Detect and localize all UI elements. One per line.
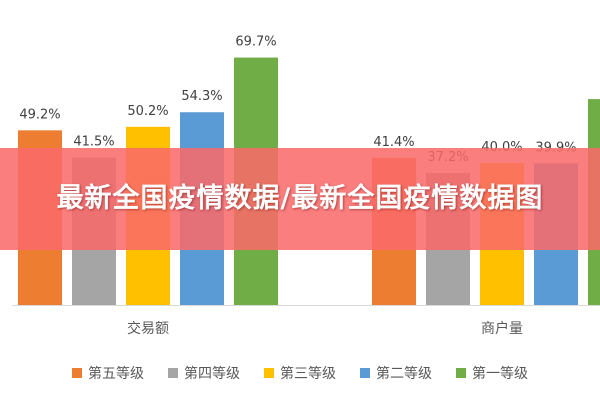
page-title: 最新全国疫情数据/最新全国疫情数据图: [56, 183, 544, 214]
data-label-1-4: 54.3%: [181, 89, 222, 104]
x-tick-label-2: 商户量: [481, 320, 523, 337]
data-label-1-1: 49.2%: [19, 107, 60, 122]
legend-swatch: [360, 368, 370, 378]
legend-label: 第二等级: [376, 366, 432, 382]
legend-label: 第一等级: [472, 366, 528, 382]
legend-item-1: 第五等级: [72, 363, 144, 383]
legend-swatch: [264, 368, 274, 378]
legend-item-3: 第三等级: [264, 363, 336, 383]
data-label-1-2: 41.5%: [73, 135, 114, 150]
legend-item-4: 第二等级: [360, 363, 432, 383]
data-label-1-3: 50.2%: [127, 104, 168, 119]
legend-swatch: [168, 368, 178, 378]
legend-swatch: [72, 368, 82, 378]
legend-item-5: 第一等级: [456, 363, 528, 383]
legend-label: 第四等级: [184, 366, 240, 382]
legend-swatch: [456, 368, 466, 378]
data-label-1-5: 69.7%: [235, 35, 276, 50]
data-label-2-1: 41.4%: [373, 135, 414, 150]
legend-item-2: 第四等级: [168, 363, 240, 383]
title-banner: 最新全国疫情数据/最新全国疫情数据图: [0, 148, 600, 250]
legend-label: 第三等级: [280, 366, 336, 382]
chart-legend: 第五等级 第四等级 第三等级 第二等级 第一等级: [0, 360, 600, 386]
x-tick-label-1: 交易额: [127, 320, 169, 337]
legend-label: 第五等级: [88, 366, 144, 382]
